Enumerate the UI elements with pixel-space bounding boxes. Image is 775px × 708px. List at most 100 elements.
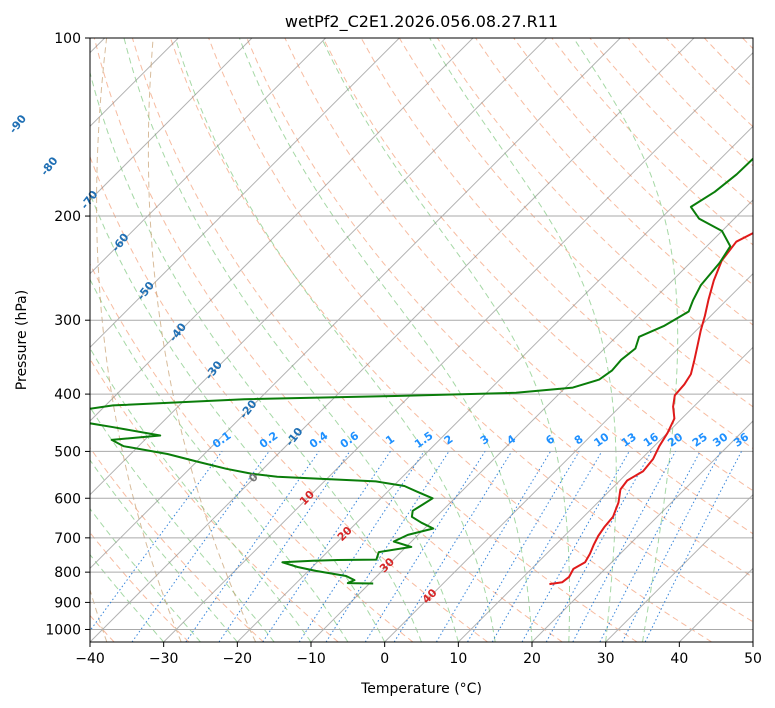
isotherm-line (90, 38, 253, 201)
x-tick-label: 10 (449, 651, 467, 667)
y-tick-label: 200 (54, 209, 81, 225)
isotherm-line (90, 38, 695, 642)
moist-adiabat (90, 406, 275, 642)
x-tick-label: 50 (744, 651, 762, 667)
dry-adiabat (93, 38, 563, 642)
mixing-ratio-line (644, 451, 742, 642)
dry-adiabat (170, 38, 712, 642)
y-tick-label: 1000 (45, 622, 81, 638)
y-tick-label: 300 (54, 313, 81, 329)
dry-adiabat (475, 38, 753, 326)
isotherm-line (384, 272, 753, 642)
moist-adiabat (573, 38, 679, 642)
y-tick-label: 800 (54, 565, 81, 581)
isotherm-line (752, 641, 753, 642)
isotherm-line (457, 346, 753, 642)
moist-adiabat (90, 553, 165, 642)
isotherm-line (90, 38, 621, 570)
saturation-curve (96, 38, 182, 642)
mixing-ratio-line (599, 451, 701, 642)
y-tick-label: 600 (54, 491, 81, 507)
dry-adiabat-label: -90 (7, 112, 30, 136)
mixing-ratio-line (298, 451, 425, 642)
y-tick-label: 100 (54, 31, 81, 47)
dry-adiabat (208, 38, 753, 623)
moist-adiabat (90, 507, 201, 642)
y-axis-label: Pressure (hPa) (14, 290, 30, 390)
dry-adiabat (665, 38, 753, 128)
plot-background (90, 38, 753, 642)
dry-adiabat-label: -80 (38, 154, 61, 178)
isotherm-line (90, 38, 327, 275)
mixing-ratio-line (545, 451, 652, 642)
dewpoint-profile (90, 157, 753, 585)
x-tick-label: −40 (75, 651, 105, 667)
mixing-ratio-label: 10 (592, 430, 612, 450)
x-tick-label: −30 (149, 651, 179, 667)
mixing-ratio-line (90, 451, 223, 632)
isotherm-line (163, 51, 753, 642)
y-tick-label: 700 (54, 531, 81, 547)
dry-adiabat (742, 38, 753, 50)
isotherm-line (531, 420, 753, 642)
temperature-profile (549, 232, 753, 586)
x-tick-label: 20 (523, 651, 541, 667)
moist-adiabat (90, 192, 386, 642)
dry-adiabat (284, 38, 753, 535)
saturation-curve (147, 38, 257, 642)
isotherm-line (310, 199, 753, 642)
moist-adiabat (429, 38, 617, 642)
isotherm-line (678, 567, 753, 642)
mixing-ratio-line (393, 451, 513, 642)
mixing-ratio-line (218, 451, 351, 642)
moist-adiabat (90, 347, 312, 642)
sounding-series (90, 157, 753, 586)
dry-adiabat (90, 155, 488, 642)
mixing-ratio-line (467, 451, 580, 642)
mixing-ratio-label: 2 (442, 432, 456, 447)
moist-adiabat (90, 459, 238, 642)
mixing-ratio-line (572, 451, 676, 642)
moist-adiabat (90, 278, 349, 642)
moist-adiabat (174, 38, 496, 642)
dry-adiabat (322, 38, 753, 492)
y-tick-label: 900 (54, 595, 81, 611)
mixing-ratio-line (521, 451, 630, 642)
plot-frame (89, 37, 754, 643)
isotherm-line (605, 493, 753, 642)
dry-adiabat-label: -100 (0, 65, 2, 95)
mixing-ratio-label: 25 (690, 430, 710, 449)
moist-adiabat (321, 38, 571, 642)
dry-adiabat (90, 446, 264, 642)
x-tick-label: −20 (223, 651, 253, 667)
x-tick-label: 40 (670, 651, 688, 667)
mixing-ratio-line (262, 451, 391, 642)
moist-adiabat (123, 38, 459, 642)
isotherm-line (236, 125, 753, 642)
isotherm-line (90, 38, 400, 349)
mixing-ratio-label: 0.4 (307, 429, 331, 451)
isotherm-line (90, 38, 548, 496)
dry-adiabat (90, 358, 339, 642)
x-tick-label: 30 (597, 651, 615, 667)
mixing-ratio-line (325, 451, 450, 642)
isotherm-line (90, 38, 474, 422)
mixing-ratio-label: 4 (505, 432, 519, 447)
x-axis-label: Temperature (°C) (360, 681, 482, 697)
mixing-ratio-line (435, 451, 552, 642)
dry-adiabat (513, 38, 753, 286)
mixing-ratio-label: 1 (383, 432, 397, 447)
y-tick-label: 400 (54, 387, 81, 403)
dry-adiabat (551, 38, 753, 246)
mixing-ratio-label: 13 (619, 430, 639, 449)
mixing-ratio-line (131, 451, 270, 642)
x-tick-label: 0 (380, 651, 389, 667)
mixing-ratio-label: 36 (731, 430, 751, 450)
mixing-ratio-label: 3 (478, 432, 492, 447)
mixing-ratio-label: 8 (572, 432, 586, 447)
mixing-ratio-line (185, 451, 320, 642)
moist-adiabat (238, 38, 533, 642)
chart-title: wetPf2_C2E1.2026.056.08.27.R11 (285, 12, 558, 32)
mixing-ratio-line (364, 451, 486, 642)
